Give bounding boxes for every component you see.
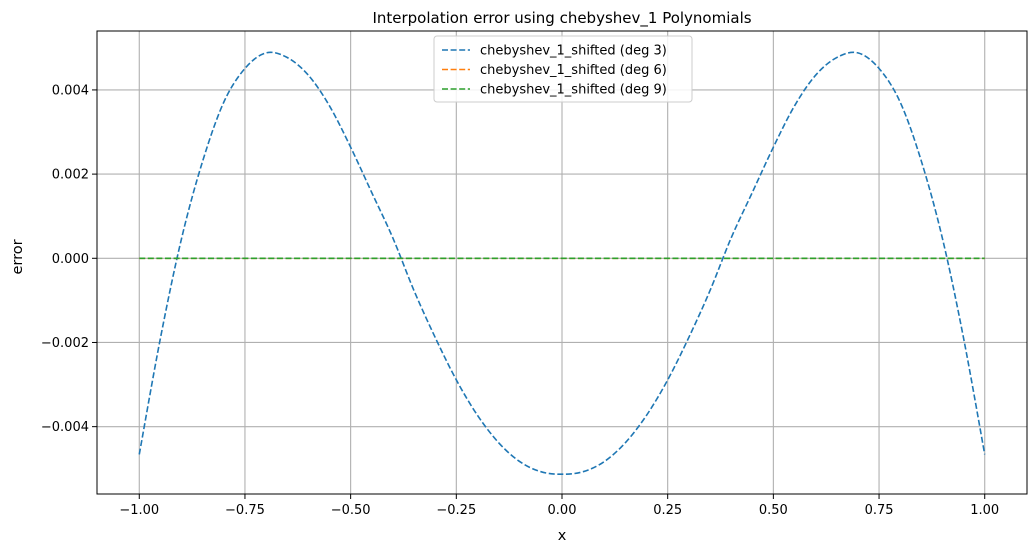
legend-label: chebyshev_1_shifted (deg 6) [480,63,667,78]
y-tick-label: 0.002 [52,168,89,183]
ticks-layer: −1.00 −0.75 −0.50 −0.25 0.00 0.25 0.50 0.75 1.00… [41,83,999,518]
legend-frame [433,35,693,103]
y-tick-label: 0.004 [52,83,89,98]
x-tick-label: −1.00 [119,503,159,518]
series-layer [138,51,986,476]
chart-title: Interpolation error using chebyshev_1 Po… [372,9,751,28]
legend-label: chebyshev_1_shifted (deg 3) [480,44,667,59]
x-tick-label: −0.75 [225,503,265,518]
x-tick-label: 0.00 [548,503,577,518]
y-tick-label: −0.004 [41,420,89,435]
x-tick-label: 0.75 [865,503,894,518]
x-tick-label: 0.25 [653,503,682,518]
legend-label: chebyshev_1_shifted (deg 9) [480,83,667,98]
series-line-deg-3 [138,51,986,476]
x-tick-label: 0.50 [759,503,788,518]
y-axis-title: error [10,239,26,274]
x-tick-label: −0.25 [436,503,476,518]
y-tick-label: −0.002 [41,336,89,351]
y-tick-label: 0.000 [52,252,89,267]
x-tick-label: 1.00 [970,503,999,518]
legend: chebyshev_1_shifted (deg 3) chebyshev_1_s… [433,35,693,103]
x-axis-title: x [558,528,567,544]
x-tick-label: −0.50 [331,503,371,518]
